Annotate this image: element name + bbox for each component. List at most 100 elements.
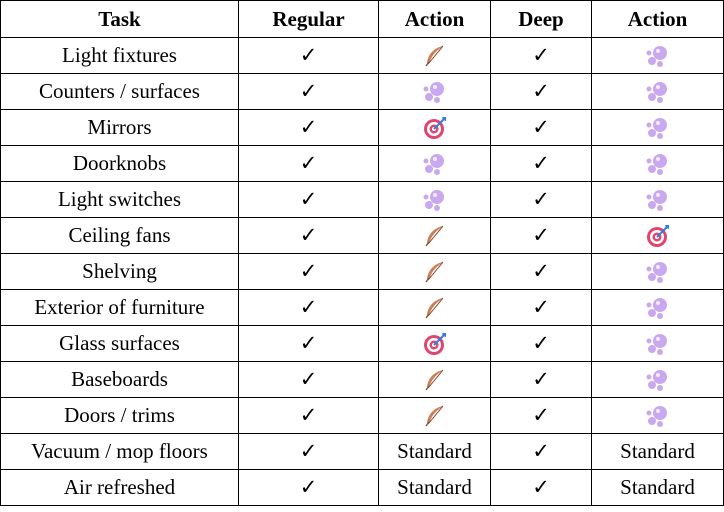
task-cell: Shelving	[0, 253, 239, 290]
task-cell: Doorknobs	[0, 145, 239, 182]
bubbles-icon	[422, 151, 448, 177]
action-deep-cell	[591, 181, 724, 218]
bubbles-icon	[645, 259, 671, 285]
header-deep: Deep	[490, 0, 592, 38]
feather-icon	[422, 223, 448, 249]
target-icon	[422, 331, 448, 357]
regular-check: ✓	[238, 433, 379, 470]
deep-check: ✓	[490, 181, 592, 218]
regular-check: ✓	[238, 109, 379, 146]
target-icon	[422, 115, 448, 141]
feather-icon	[422, 295, 448, 321]
table-row: Counters / surfaces ✓ ✓	[0, 73, 724, 110]
regular-check: ✓	[238, 253, 379, 290]
deep-check: ✓	[490, 361, 592, 398]
feather-icon	[422, 367, 448, 393]
regular-check: ✓	[238, 181, 379, 218]
regular-check: ✓	[238, 397, 379, 434]
header-action-deep: Action	[591, 0, 724, 38]
table-row: Glass surfaces ✓ ✓	[0, 325, 724, 362]
action-regular-cell: Standard	[378, 469, 491, 506]
action-regular-cell	[378, 109, 491, 146]
regular-check: ✓	[238, 469, 379, 506]
bubbles-icon	[645, 43, 671, 69]
header-regular: Regular	[238, 0, 379, 38]
header-row: Task Regular Action Deep Action	[0, 0, 724, 38]
action-deep-cell	[591, 361, 724, 398]
deep-check: ✓	[490, 217, 592, 254]
bubbles-icon	[645, 115, 671, 141]
regular-check: ✓	[238, 325, 379, 362]
action-regular-cell	[378, 325, 491, 362]
table-row: Shelving ✓ ✓	[0, 253, 724, 290]
table-row: Ceiling fans ✓ ✓	[0, 217, 724, 254]
regular-check: ✓	[238, 73, 379, 110]
deep-check: ✓	[490, 469, 592, 506]
action-deep-cell	[591, 109, 724, 146]
deep-check: ✓	[490, 289, 592, 326]
regular-check: ✓	[238, 361, 379, 398]
task-cell: Light fixtures	[0, 37, 239, 74]
bubbles-icon	[645, 151, 671, 177]
action-regular-cell	[378, 289, 491, 326]
action-regular-cell	[378, 397, 491, 434]
target-icon	[645, 223, 671, 249]
task-cell: Exterior of furniture	[0, 289, 239, 326]
action-regular-cell	[378, 361, 491, 398]
task-cell: Vacuum / mop floors	[0, 433, 239, 470]
deep-check: ✓	[490, 73, 592, 110]
task-rows: Light fixtures ✓ ✓ Counters / surfaces ✓ ✓ Mir…	[0, 37, 724, 506]
table-row: Vacuum / mop floors ✓ Standard ✓ Standard	[0, 433, 724, 470]
table-row: Doorknobs ✓ ✓	[0, 145, 724, 182]
task-cell: Counters / surfaces	[0, 73, 239, 110]
action-deep-cell	[591, 37, 724, 74]
regular-check: ✓	[238, 37, 379, 74]
action-deep-cell	[591, 289, 724, 326]
task-cell: Mirrors	[0, 109, 239, 146]
deep-check: ✓	[490, 325, 592, 362]
task-cell: Baseboards	[0, 361, 239, 398]
action-deep-cell	[591, 325, 724, 362]
action-regular-cell: Standard	[378, 433, 491, 470]
bubbles-icon	[645, 295, 671, 321]
bubbles-icon	[645, 79, 671, 105]
task-cell: Air refreshed	[0, 469, 239, 506]
task-cell: Doors / trims	[0, 397, 239, 434]
table-row: Exterior of furniture ✓ ✓	[0, 289, 724, 326]
bubbles-icon	[645, 331, 671, 357]
action-deep-cell	[591, 253, 724, 290]
table-row: Baseboards ✓ ✓	[0, 361, 724, 398]
bubbles-icon	[645, 367, 671, 393]
action-regular-cell	[378, 253, 491, 290]
table-row: Air refreshed ✓ Standard ✓ Standard	[0, 469, 724, 506]
deep-check: ✓	[490, 397, 592, 434]
bubbles-icon	[422, 187, 448, 213]
bubbles-icon	[645, 187, 671, 213]
action-deep-cell	[591, 397, 724, 434]
deep-check: ✓	[490, 145, 592, 182]
action-regular-cell	[378, 217, 491, 254]
feather-icon	[422, 259, 448, 285]
feather-icon	[422, 43, 448, 69]
task-cell: Glass surfaces	[0, 325, 239, 362]
action-regular-cell	[378, 73, 491, 110]
deep-check: ✓	[490, 109, 592, 146]
action-regular-cell	[378, 145, 491, 182]
deep-check: ✓	[490, 37, 592, 74]
action-deep-cell	[591, 145, 724, 182]
table-row: Light switches ✓ ✓	[0, 181, 724, 218]
header-action-regular: Action	[378, 0, 491, 38]
task-cell: Ceiling fans	[0, 217, 239, 254]
header-task: Task	[0, 0, 239, 38]
regular-check: ✓	[238, 289, 379, 326]
regular-check: ✓	[238, 145, 379, 182]
action-deep-cell	[591, 73, 724, 110]
action-deep-cell: Standard	[591, 433, 724, 470]
bubbles-icon	[645, 403, 671, 429]
action-regular-cell	[378, 181, 491, 218]
task-cell: Light switches	[0, 181, 239, 218]
action-deep-cell: Standard	[591, 469, 724, 506]
feather-icon	[422, 403, 448, 429]
table-row: Doors / trims ✓ ✓	[0, 397, 724, 434]
